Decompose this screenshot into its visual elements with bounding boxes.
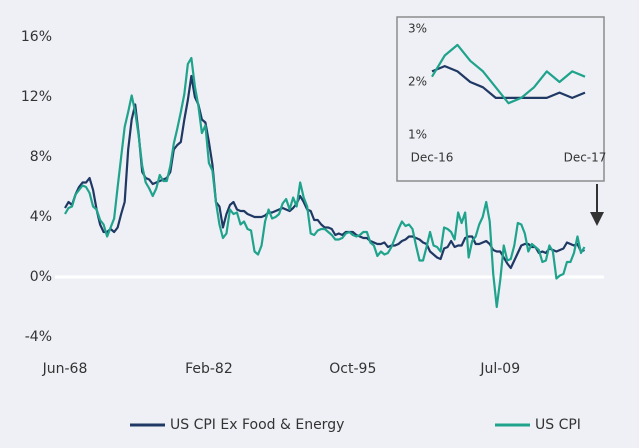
x-tick-label: Dec-16 — [411, 151, 454, 165]
y-tick-label: 2% — [408, 75, 427, 89]
x-tick-label: Feb-82 — [185, 361, 233, 377]
y-tick-label: 4% — [30, 209, 52, 225]
arrow-head — [590, 212, 604, 226]
y-tick-label: -4% — [25, 329, 52, 345]
x-tick-label: Jul-09 — [479, 361, 520, 377]
inset: 1% 2% 3% Dec-16 Dec-17 — [408, 22, 606, 165]
y-tick-label: 1% — [408, 128, 427, 142]
x-tick-label: Dec-17 — [564, 151, 607, 165]
series-line — [431, 43, 586, 105]
legend-label: US CPI — [535, 417, 581, 433]
y-tick-label: 16% — [21, 29, 52, 45]
series-line — [64, 56, 586, 309]
series-line — [431, 65, 586, 99]
y-tick-label: 12% — [21, 89, 52, 105]
y-tick-label: 8% — [30, 149, 52, 165]
legend-label: US CPI Ex Food & Energy — [170, 417, 344, 433]
y-tick-label: 3% — [408, 22, 427, 36]
x-tick-label: Jun-68 — [42, 361, 88, 377]
series-line — [64, 74, 585, 270]
x-tick-label: Oct-95 — [329, 361, 376, 377]
y-tick-label: 0% — [30, 269, 52, 285]
